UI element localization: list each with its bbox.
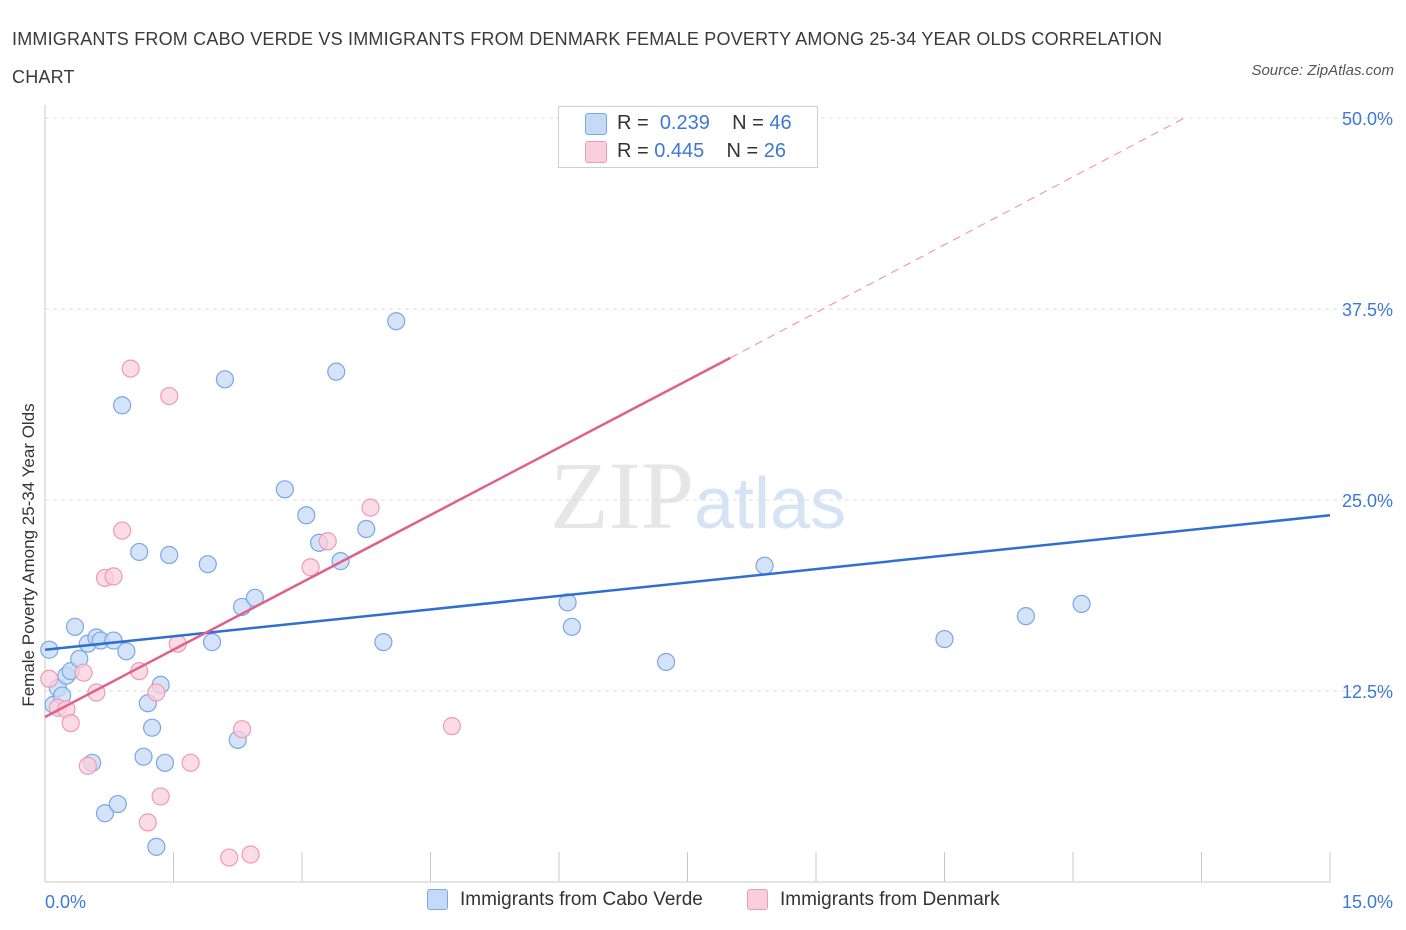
- denmark-point: [151, 787, 170, 806]
- denmark-point: [112, 521, 132, 540]
- cabo-verde-point: [374, 633, 393, 652]
- denmark-point: [318, 532, 337, 551]
- denmark-point: [220, 848, 239, 867]
- denmark-point: [78, 756, 97, 775]
- bottom-legend-label-denmark: Immigrants from Denmark: [780, 889, 1000, 910]
- y-tick-label: 37.5%: [1342, 300, 1393, 320]
- source-label: Source: ZipAtlas.com: [1251, 62, 1394, 79]
- cabo-verde-point: [202, 633, 222, 652]
- cabo-verde-point: [142, 718, 162, 737]
- y-tick-label: 50.0%: [1342, 109, 1393, 129]
- denmark-point: [104, 567, 123, 586]
- x-tick-label: 15.0%: [1342, 892, 1393, 912]
- denmark-point: [40, 669, 59, 688]
- denmark-point: [301, 558, 320, 577]
- bottom-legend-cabo-verde: Immigrants from Cabo Verde: [427, 889, 703, 911]
- legend-n-label-1: N =: [732, 112, 764, 134]
- legend-r-value-2: 0.445: [654, 140, 705, 162]
- cabo-verde-point: [147, 837, 166, 856]
- cabo-verde-point: [1072, 594, 1091, 614]
- denmark-point: [147, 683, 166, 702]
- cabo-verde-point: [387, 312, 406, 331]
- cabo-verde-point: [155, 753, 175, 772]
- cabo-verde-point: [755, 556, 774, 575]
- legend-r-label-1: R =: [617, 112, 649, 134]
- cabo-verde-point: [130, 542, 149, 562]
- legend-n-label-2: N =: [726, 140, 759, 162]
- denmark-point: [138, 813, 157, 832]
- cabo-verde-point: [275, 480, 294, 499]
- legend-r-value-1: 0.239: [659, 112, 710, 134]
- denmark-point: [121, 359, 140, 378]
- cabo-verde-point: [65, 617, 85, 636]
- denmark-point: [160, 386, 179, 406]
- cabo-verde-point: [562, 617, 581, 636]
- bottom-legend-swatch-pink: [747, 889, 768, 911]
- watermark-zip: ZIP: [550, 442, 694, 549]
- cabo-verde-point: [112, 396, 132, 415]
- y-tick-label: 25.0%: [1342, 491, 1393, 511]
- cabo-verde-point: [95, 804, 115, 823]
- legend-row-denmark: R = 0.445 N = 26: [585, 140, 786, 166]
- cabo-verde-trend-line: [44, 514, 1331, 651]
- cabo-verde-point: [327, 362, 346, 381]
- denmark-trend-line: [44, 356, 731, 719]
- denmark-point: [74, 663, 93, 682]
- cabo-verde-point: [117, 642, 136, 661]
- denmark-point: [61, 713, 80, 733]
- cabo-verde-point: [134, 747, 153, 766]
- bottom-legend-denmark: Immigrants from Denmark: [747, 889, 1000, 911]
- y-tick-label: 12.5%: [1342, 682, 1393, 702]
- correlation-legend: R = 0.239 N = 46 R = 0.445 N = 26: [558, 106, 818, 168]
- legend-swatch-pink: [585, 140, 607, 163]
- denmark-trend-extension: [730, 117, 1185, 359]
- denmark-point: [181, 753, 200, 772]
- cabo-verde-point: [160, 545, 179, 565]
- chart-title: IMMIGRANTS FROM CABO VERDE VS IMMIGRANTS…: [12, 29, 1163, 87]
- y-axis-title: Female Poverty Among 25-34 Year Olds: [19, 403, 38, 706]
- cabo-verde-point: [198, 555, 217, 574]
- bottom-legend-swatch-blue: [427, 889, 448, 911]
- legend-row-cabo-verde: R = 0.239 N = 46: [585, 112, 792, 138]
- denmark-point: [241, 845, 260, 864]
- bottom-legend-label-cabo-verde: Immigrants from Cabo Verde: [460, 889, 703, 910]
- legend-swatch-blue: [585, 112, 607, 135]
- legend-n-value-1: 46: [769, 112, 792, 134]
- cabo-verde-point: [656, 652, 676, 672]
- watermark: ZIPatlas: [550, 440, 846, 551]
- cabo-verde-point: [297, 506, 316, 525]
- cabo-verde-point: [215, 370, 234, 389]
- x-tick-label: 0.0%: [45, 892, 86, 912]
- legend-n-value-2: 26: [763, 140, 787, 162]
- denmark-point: [232, 720, 252, 739]
- denmark-point: [361, 498, 380, 517]
- cabo-verde-point: [1016, 607, 1035, 626]
- cabo-verde-point: [935, 629, 954, 649]
- legend-r-label-2: R =: [617, 140, 649, 162]
- watermark-atlas: atlas: [694, 464, 847, 544]
- denmark-point: [442, 717, 462, 736]
- cabo-verde-point: [357, 519, 376, 539]
- cabo-verde-point: [108, 794, 127, 814]
